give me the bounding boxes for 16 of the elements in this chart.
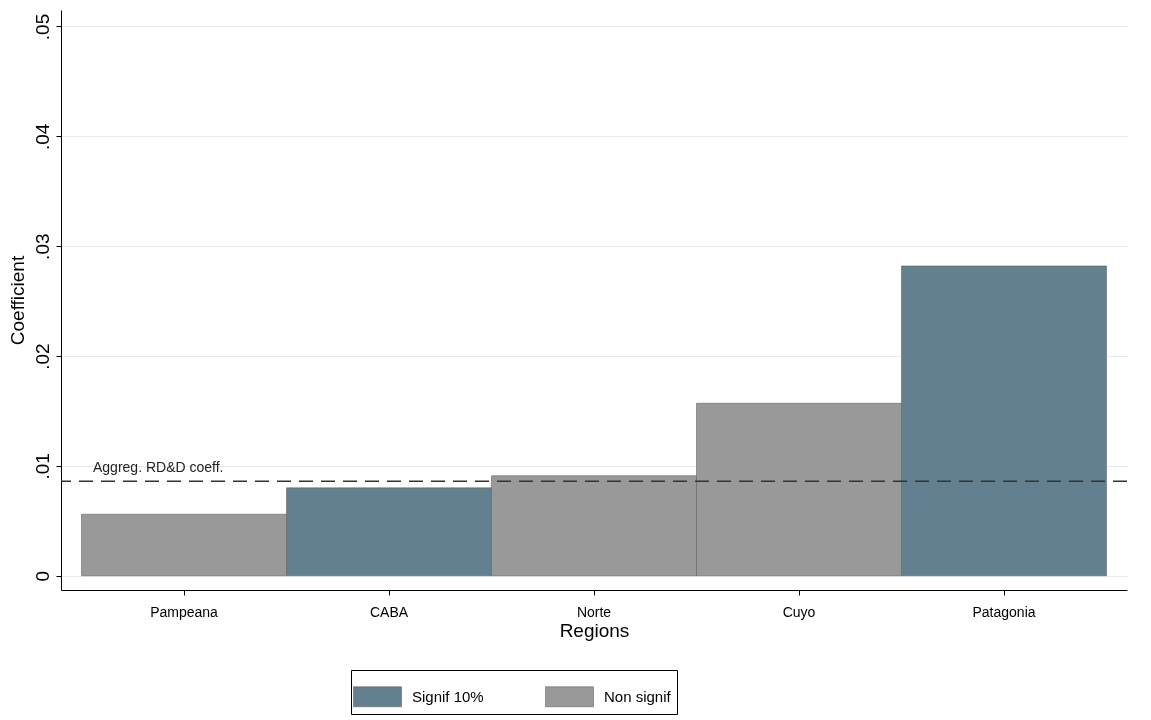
x-tick-label: Cuyo bbox=[782, 603, 816, 620]
legend-label: Signif 10% bbox=[412, 687, 484, 705]
y-tick-label: .02 bbox=[31, 343, 53, 370]
x-tick-label: Pampeana bbox=[150, 603, 219, 620]
y-tick-label: .01 bbox=[31, 453, 53, 480]
legend-label: Non signif bbox=[604, 687, 672, 705]
y-tick-label: .05 bbox=[31, 13, 53, 41]
y-tick-label: 0 bbox=[31, 570, 53, 582]
x-tick-label: Norte bbox=[576, 603, 612, 620]
x-axis-title: Regions bbox=[559, 619, 630, 641]
x-tick-label: Patagonia bbox=[972, 603, 1036, 620]
y-axis-title: Coefficient bbox=[6, 255, 28, 346]
ref-line-label: Aggreg. RD&D coeff. bbox=[93, 459, 224, 476]
y-tick-label: .04 bbox=[31, 123, 53, 151]
x-tick-label: CABA bbox=[369, 603, 409, 620]
y-tick-label: .03 bbox=[31, 233, 53, 260]
